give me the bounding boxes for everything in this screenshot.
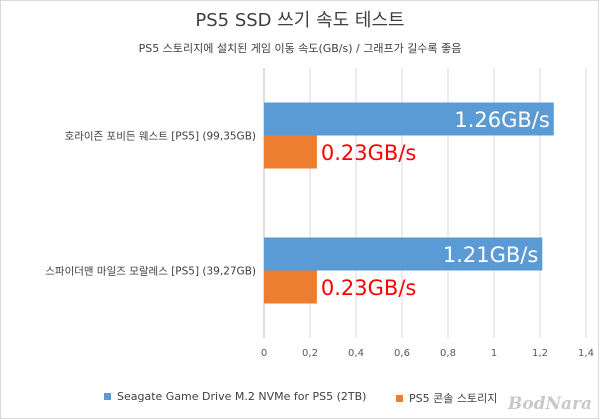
x-tick-label: 1,4 (578, 348, 594, 359)
category-label: 호라이즌 포비든 웨스트 [PS5] (99,35GB) (65, 131, 256, 143)
x-tick-label: 0 (261, 348, 267, 359)
legend-label-seagate: Seagate Game Drive M.2 NVMe for PS5 (2TB… (117, 390, 367, 403)
bar (264, 270, 317, 304)
x-tick-label: 0,4 (348, 348, 364, 359)
legend-swatch-seagate (104, 393, 111, 400)
legend-swatch-ps5 (396, 394, 403, 402)
bar (264, 237, 543, 271)
legend-item-ps5: PS5 콘솔 스토리지 (396, 390, 497, 406)
data-label: 1.21GB/s (443, 243, 538, 267)
x-tick-label: 0,2 (302, 348, 318, 359)
data-label: 1.26GB/s (454, 108, 549, 132)
x-tick-label: 0,8 (440, 348, 456, 359)
data-label: 0.23GB/s (321, 276, 416, 300)
bar (264, 102, 554, 136)
legend-item-seagate: Seagate Game Drive M.2 NVMe for PS5 (2TB… (104, 390, 366, 403)
data-label: 0.23GB/s (321, 141, 416, 165)
legend-label-ps5: PS5 콘솔 스토리지 (409, 392, 498, 405)
x-tick-label: 0,6 (394, 348, 410, 359)
category-label: 스파이더맨 마일즈 모랄레스 [PS5] (39,27GB) (45, 265, 256, 278)
bar (264, 135, 317, 169)
chart-title: PS5 SSD 쓰기 속도 테스트 (195, 10, 405, 31)
chart-subtitle: PS5 스토리지에 설치된 게임 이동 속도(GB/s) / 그래프가 길수록 … (138, 42, 462, 55)
x-tick-label: 1 (491, 348, 497, 359)
x-tick-label: 1,2 (532, 348, 548, 359)
watermark-logo: BodNara (507, 394, 592, 414)
